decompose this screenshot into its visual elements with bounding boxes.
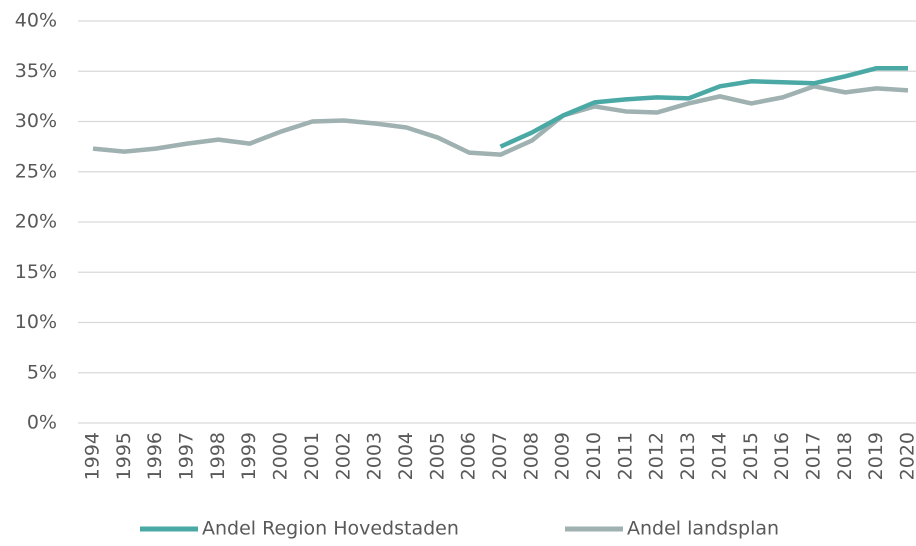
x-tick-label: 2014 — [708, 432, 730, 480]
legend-label: Andel landsplan — [627, 518, 779, 540]
x-tick-label: 2006 — [458, 432, 480, 480]
x-tick-label: 2017 — [802, 432, 824, 480]
x-tick-label: 2005 — [426, 432, 448, 480]
x-tick-label: 2011 — [614, 432, 636, 480]
y-tick-label: 5% — [27, 361, 57, 383]
x-tick-label: 2009 — [552, 432, 574, 480]
series-line — [92, 84, 909, 157]
x-tick-label: 2003 — [364, 432, 386, 480]
y-tick-label: 10% — [15, 311, 57, 333]
y-tick-label: 40% — [15, 10, 57, 32]
y-tick-label: 20% — [15, 211, 57, 233]
series-line — [499, 65, 908, 149]
x-tick-label: 2010 — [583, 432, 605, 480]
y-tick-label: 30% — [15, 110, 57, 132]
x-tick-label: 2008 — [520, 432, 542, 480]
x-tick-label: 2004 — [395, 432, 417, 480]
x-tick-label: 2016 — [771, 432, 793, 480]
x-tick-label: 1998 — [207, 432, 229, 480]
x-tick-label: 2020 — [897, 432, 916, 480]
x-tick-label: 2013 — [677, 432, 699, 480]
x-tick-label: 2001 — [301, 432, 323, 480]
y-tick-label: 15% — [15, 261, 57, 283]
y-tick-label: 0% — [27, 412, 57, 434]
x-tick-label: 2015 — [740, 432, 762, 480]
x-tick-label: 1995 — [113, 432, 135, 480]
x-tick-label: 2019 — [865, 432, 887, 480]
x-tick-label: 1999 — [238, 432, 260, 480]
y-tick-label: 35% — [15, 60, 57, 82]
legend-label: Andel Region Hovedstaden — [202, 518, 459, 540]
x-tick-label: 2007 — [489, 432, 511, 480]
x-tick-label: 1996 — [144, 432, 166, 480]
x-tick-label: 1997 — [176, 432, 198, 480]
x-tick-label: 2018 — [834, 432, 856, 480]
x-tick-label: 2002 — [332, 432, 354, 480]
x-tick-label: 2000 — [270, 432, 292, 480]
x-tick-label: 2012 — [646, 432, 668, 480]
y-tick-label: 25% — [15, 160, 57, 182]
x-tick-label: 1994 — [82, 432, 104, 480]
